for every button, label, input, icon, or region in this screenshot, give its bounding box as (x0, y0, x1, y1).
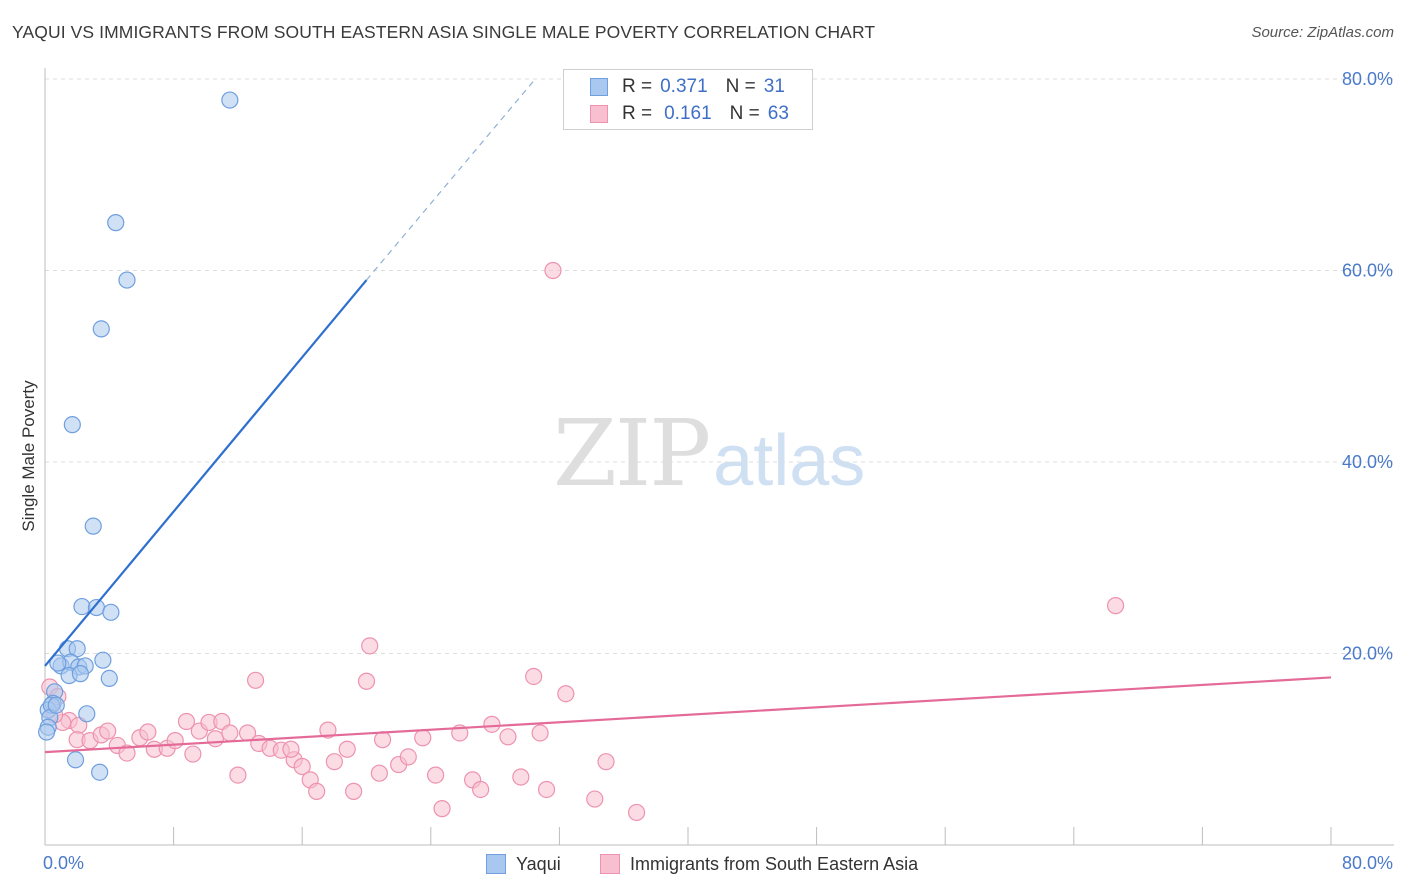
sea-point (325, 753, 343, 771)
sea-point (221, 724, 239, 742)
sea-point (414, 729, 432, 747)
sea-point (361, 637, 379, 655)
sea-point (139, 723, 157, 741)
sea-point (537, 780, 556, 799)
sea-point (338, 740, 356, 758)
sea-point (1106, 597, 1125, 615)
yaqui-trend-line (44, 279, 368, 667)
sea-point (399, 748, 417, 766)
legend-n-value-sea: 63 (767, 103, 789, 124)
sea-point (357, 672, 376, 690)
legend-swatch-yaqui (590, 78, 608, 96)
yaqui-point (49, 654, 67, 672)
yaqui-point (63, 416, 81, 434)
gridlines (45, 78, 1394, 654)
legend-n-value-yaqui: 31 (763, 76, 785, 97)
yaqui-points (38, 91, 239, 781)
y-tick-label: 20.0% (1342, 644, 1393, 664)
legend-r-value-sea: 0.161 (664, 103, 712, 124)
sea-point (308, 782, 326, 800)
yaqui-point (100, 669, 118, 687)
sea-point (293, 757, 311, 776)
legend-r-label: R = (622, 76, 653, 97)
sea-point (282, 740, 300, 758)
yaqui-point (73, 597, 91, 616)
yaqui-point (107, 214, 125, 232)
yaqui-point (92, 320, 110, 338)
sea-point (499, 728, 517, 746)
legend-r-label: R = (622, 103, 653, 124)
y-tick-label: 60.0% (1342, 261, 1393, 281)
bottom-legend-label-yaqui: Yaqui (516, 853, 561, 874)
yaqui-point (94, 651, 112, 669)
trend-lines (44, 78, 1332, 754)
y-tick-label: 80.0% (1342, 69, 1393, 89)
legend-n-label: N = (729, 103, 760, 124)
sea-point (586, 790, 604, 808)
bottom-legend-swatch-yaqui (486, 854, 506, 874)
sea-point (118, 744, 136, 762)
sea-points (41, 261, 1125, 822)
yaqui-point (102, 603, 120, 621)
sea-point (472, 780, 490, 799)
y-tick-label: 40.0% (1342, 452, 1393, 472)
yaqui-point (66, 751, 85, 769)
yaqui-point (38, 723, 56, 741)
sea-trend-line (44, 676, 1332, 754)
sea-point (373, 731, 392, 749)
sea-point (370, 764, 388, 782)
tick-labels: 20.0% 40.0% 60.0% 80.0% 0.0% 80.0% Single Male… (19, 69, 1393, 873)
legend-row-sea: R = 0.161 N = 63 (590, 102, 789, 126)
sea-point (229, 766, 247, 784)
yaqui-point (78, 705, 96, 723)
sea-point (99, 722, 117, 740)
sea-point (525, 667, 543, 686)
x-tick-label: 0.0% (43, 853, 84, 873)
sea-point (177, 712, 196, 731)
yaqui-point (91, 763, 109, 781)
yaqui-point (118, 271, 136, 289)
sea-point (627, 803, 646, 822)
yaqui-point (84, 517, 102, 535)
sea-point (246, 671, 265, 689)
sea-point (433, 800, 451, 818)
sea-point (512, 768, 530, 786)
sea-point (557, 685, 575, 703)
correlation-legend: R = 0.371 N = 31 R = 0.161 N = 63 (563, 69, 813, 130)
yaqui-point (47, 696, 65, 714)
yaqui-trend-extension (366, 78, 536, 281)
yaqui-point (87, 598, 106, 617)
sea-point (206, 730, 224, 748)
y-axis-title: Single Male Poverty (19, 380, 38, 532)
source-credit: Source: ZipAtlas.com (1251, 24, 1394, 41)
sea-point (531, 724, 549, 742)
bottom-legend-sea: Immigrants from South Eastern Asia (600, 852, 918, 876)
legend-n-label: N = (725, 76, 756, 97)
sea-point (166, 732, 184, 750)
sea-point (345, 782, 363, 800)
chart-title: YAQUI VS IMMIGRANTS FROM SOUTH EASTERN A… (12, 22, 876, 42)
legend-row-yaqui: R = 0.371 N = 31 (590, 75, 785, 99)
x-tick-label: 80.0% (1342, 853, 1393, 873)
sea-point (319, 721, 337, 739)
yaqui-point (221, 91, 239, 109)
bottom-legend-yaqui: Yaqui (486, 852, 561, 876)
legend-swatch-sea (590, 105, 608, 123)
sea-point (184, 745, 202, 763)
yaqui-point (71, 665, 89, 683)
legend-r-value-yaqui: 0.371 (660, 76, 708, 97)
bottom-legend-swatch-sea (600, 854, 620, 874)
sea-point (544, 261, 562, 280)
sea-point (483, 715, 501, 733)
bottom-legend-label-sea: Immigrants from South Eastern Asia (630, 853, 919, 874)
sea-point (597, 753, 615, 771)
sea-point (427, 766, 445, 784)
